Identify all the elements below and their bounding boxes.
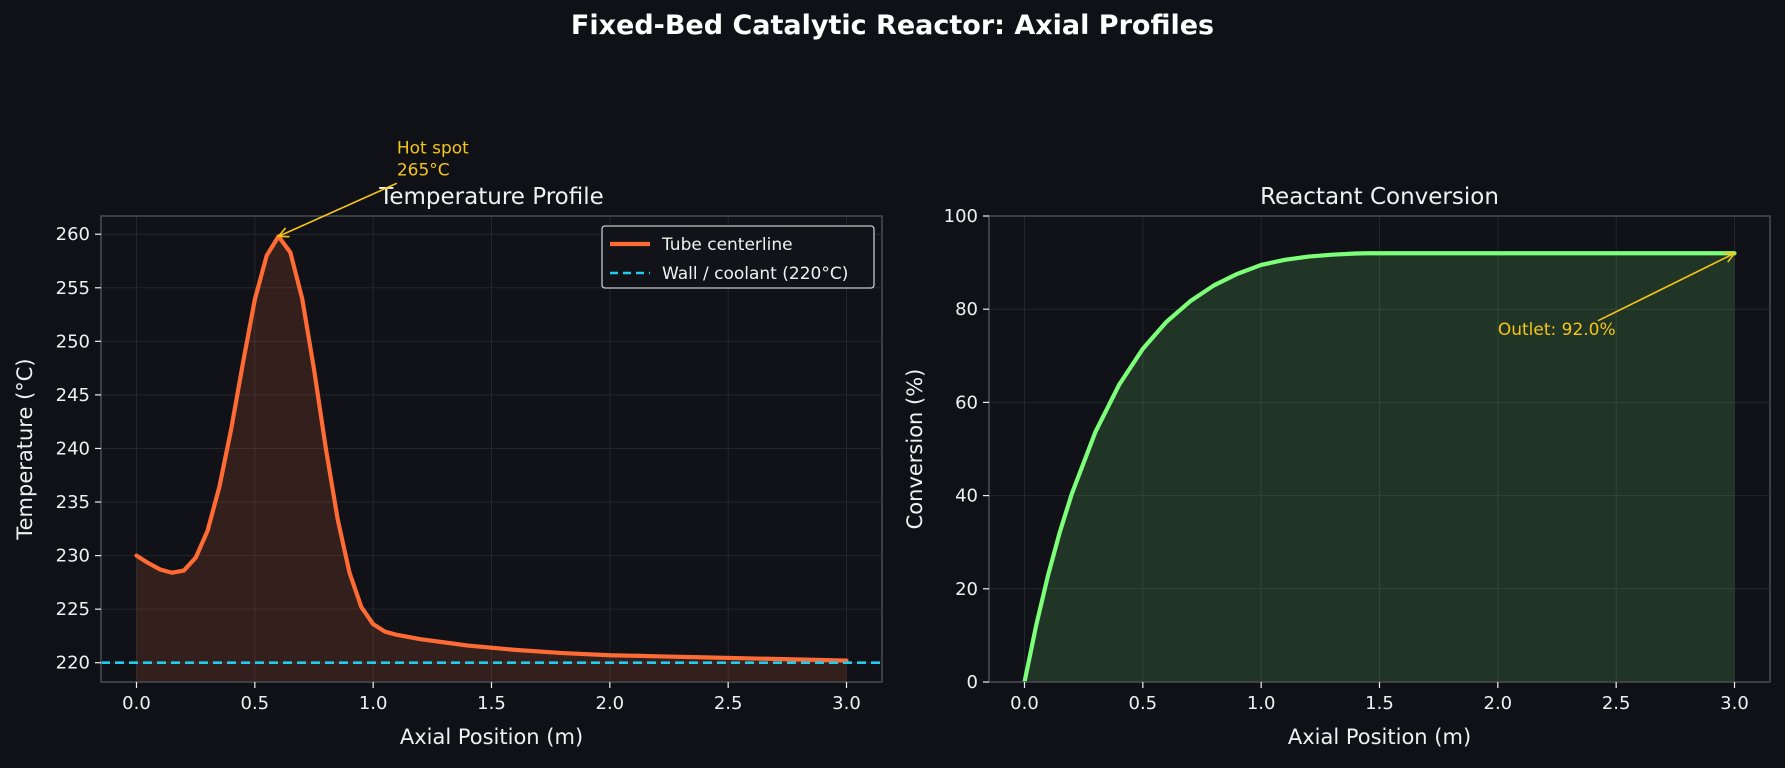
- annotation-text: Outlet: 92.0%: [1498, 320, 1616, 340]
- series-fill-1: [1024, 253, 1735, 682]
- x-tick-label: 3.0: [1720, 693, 1749, 714]
- figure-title: Fixed-Bed Catalytic Reactor: Axial Profi…: [570, 10, 1215, 41]
- x-axis-label: Axial Position (m): [1288, 725, 1471, 749]
- y-tick-label: 60: [955, 392, 978, 413]
- legend-box: [601, 225, 875, 289]
- annotation-arrowhead: [1723, 252, 1737, 263]
- y-tick-label: 0: [967, 672, 978, 693]
- annotation-text: 265°C: [397, 160, 450, 180]
- y-axis-label: Temperature (°C): [13, 358, 37, 540]
- x-tick-label: 2.5: [714, 693, 743, 714]
- y-tick-label: 20: [955, 579, 978, 600]
- y-axis-label: Conversion (%): [903, 369, 927, 530]
- x-axis-label: Axial Position (m): [400, 725, 583, 749]
- y-tick-label: 255: [56, 278, 90, 299]
- annotation-arrow: [1597, 252, 1735, 322]
- data-area: [1022, 251, 1737, 682]
- chart-title: Temperature Profile: [378, 184, 604, 210]
- legend-label-2: Wall / coolant (220°C): [662, 264, 848, 284]
- y-tick-label: 40: [955, 486, 978, 507]
- x-tick-label: 0.5: [1129, 693, 1158, 714]
- x-tick-label: 2.5: [1602, 693, 1631, 714]
- chart-2: 0.0 0.5 1.0 1.5 2.0 2.5 3.0 0 20 40 60 80 100 Reactan…: [903, 184, 1771, 749]
- x-tick-label: 1.5: [477, 693, 506, 714]
- y-tick-label: 225: [56, 599, 90, 620]
- y-tick-label: 245: [56, 385, 90, 406]
- x-tick-label: 2.0: [596, 693, 625, 714]
- legend-label-1: Tube centerline: [661, 235, 793, 255]
- y-tick-label: 235: [56, 492, 90, 513]
- y-tick-label: 240: [56, 438, 90, 459]
- legend: Tube centerline Wall / coolant (220°C): [601, 225, 875, 289]
- series-fill-1: [136, 236, 847, 682]
- x-tick-label: 0.5: [241, 693, 270, 714]
- x-tick-label: 1.5: [1365, 693, 1394, 714]
- x-tick-label: 0.0: [1010, 693, 1039, 714]
- annotation-text: Hot spot: [397, 138, 469, 158]
- series-line-1: [1022, 251, 1737, 682]
- y-tick-label: 220: [56, 653, 90, 674]
- chart-title: Reactant Conversion: [1260, 184, 1499, 210]
- y-tick-label: 100: [944, 206, 978, 227]
- series-line-1: [134, 234, 849, 663]
- x-tick-label: 3.0: [832, 693, 861, 714]
- data-area: [101, 234, 882, 682]
- annotation-arrowhead: [276, 227, 290, 238]
- annotation-arrow: [278, 182, 398, 238]
- x-tick-label: 0.0: [122, 693, 151, 714]
- x-tick-label: 1.0: [359, 693, 388, 714]
- y-tick-label: 260: [56, 224, 90, 245]
- y-tick-label: 230: [56, 546, 90, 567]
- y-tick-label: 250: [56, 331, 90, 352]
- x-tick-label: 1.0: [1247, 693, 1276, 714]
- x-tick-label: 2.0: [1484, 693, 1513, 714]
- chart-1: 0.0 0.5 1.0 1.5 2.0 2.5 3.0 220 225 230 235 240 245 2…: [13, 138, 883, 749]
- y-tick-label: 80: [955, 299, 978, 320]
